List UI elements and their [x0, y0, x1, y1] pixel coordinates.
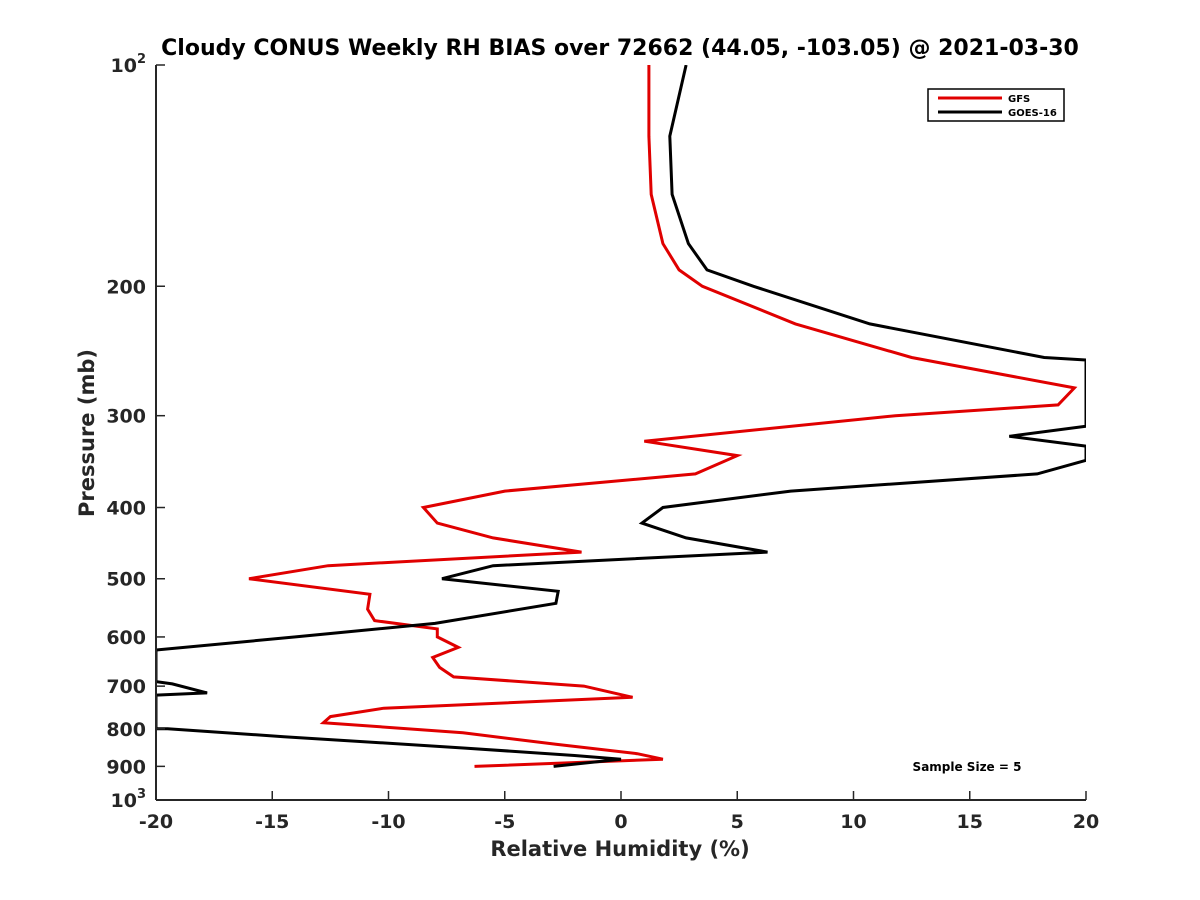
y-tick-label: 800	[106, 719, 146, 741]
x-tick-label: -5	[494, 811, 515, 833]
sample-size-annotation: Sample Size = 5	[913, 760, 1022, 774]
series-line-gfs	[248, 65, 1078, 768]
y-tick-label: 400	[106, 498, 146, 520]
y-tick-label: 600	[106, 627, 146, 649]
x-axis-label: Relative Humidity (%)	[490, 837, 749, 861]
y-tick-label: 200	[106, 276, 146, 298]
x-tick-label: 0	[614, 811, 627, 833]
x-tick-label: -20	[139, 811, 173, 833]
y-tick-label: 103	[111, 787, 147, 812]
y-tick-label: 500	[106, 569, 146, 591]
x-tick-label: 5	[731, 811, 744, 833]
legend-label: GFS	[1008, 94, 1030, 105]
y-tick-label: 900	[106, 756, 146, 778]
x-tick-label: 15	[957, 811, 983, 833]
x-tick-label: 20	[1073, 811, 1099, 833]
chart-title: Cloudy CONUS Weekly RH BIAS over 72662 (…	[161, 36, 1079, 61]
legend-label: GOES-16	[1008, 108, 1057, 119]
x-tick-label: -15	[255, 811, 289, 833]
series-line-goes-16	[156, 65, 1086, 768]
legend-box	[927, 88, 1065, 122]
y-tick-label: 300	[106, 406, 146, 428]
y-tick-label: 102	[111, 52, 147, 77]
y-axis-label: Pressure (mb)	[75, 349, 99, 517]
x-tick-label: -10	[371, 811, 405, 833]
y-tick-label: 700	[106, 676, 146, 698]
x-tick-label: 10	[840, 811, 866, 833]
plot-area: -20 -15 -10 -5 0 5 10 15 20 102 200 300 400 500 600 700…	[106, 52, 1099, 833]
